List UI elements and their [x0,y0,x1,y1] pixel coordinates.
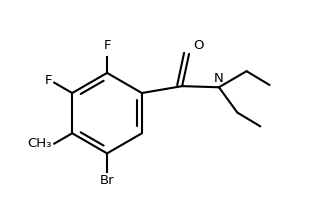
Text: N: N [214,72,224,85]
Text: F: F [44,74,52,87]
Text: F: F [103,39,111,52]
Text: Br: Br [100,174,114,187]
Text: O: O [194,39,204,52]
Text: CH₃: CH₃ [28,137,52,150]
